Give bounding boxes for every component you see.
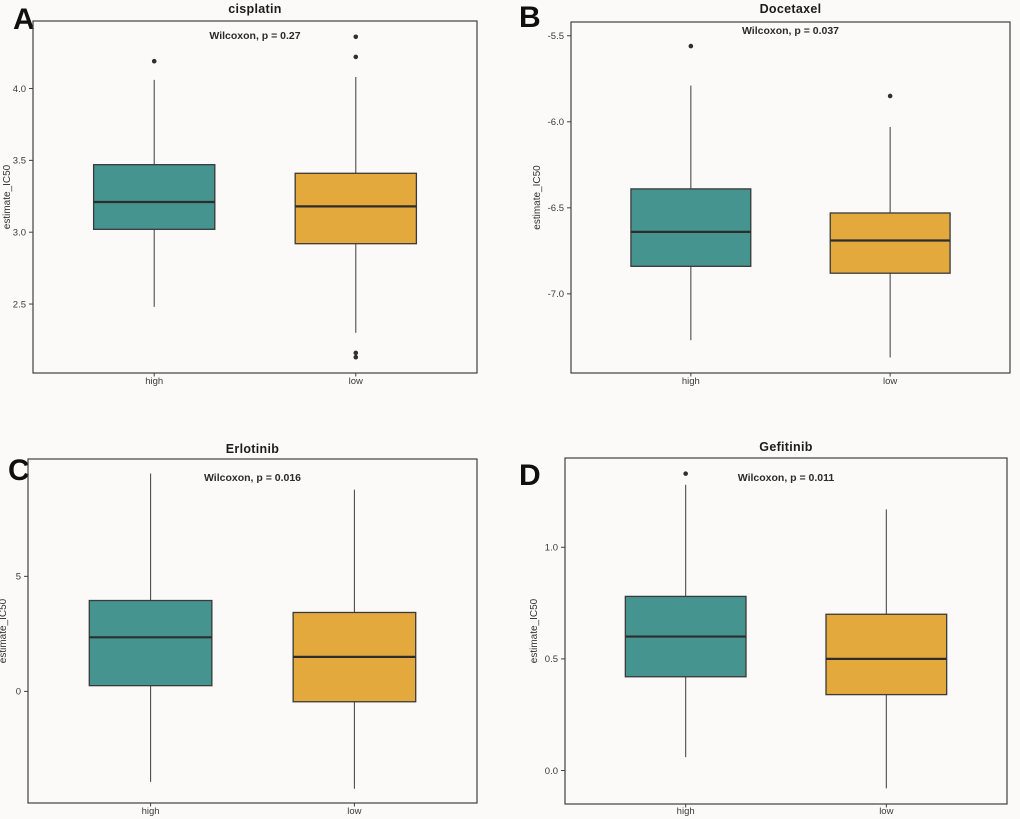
low-outlier-dot — [887, 93, 893, 99]
y-tick-label: 0.0 — [545, 766, 558, 777]
wilcoxon-annotation-d: Wilcoxon, p = 0.011 — [737, 472, 835, 484]
panel-title-erlotinib: Erlotinib — [225, 442, 280, 456]
panel-title-docetaxel: Docetaxel — [759, 2, 822, 16]
wilcoxon-annotation-c: Wilcoxon, p = 0.016 — [203, 472, 302, 484]
panel-letter-b: B — [519, 1, 541, 34]
low-outlier-dot — [353, 350, 359, 356]
plot-border — [564, 457, 1008, 805]
panel-title-cisplatin: cisplatin — [228, 2, 282, 16]
panel-letter-d: D — [519, 459, 541, 492]
high-outlier-dot — [688, 43, 694, 49]
x-tick-label-low: low — [349, 376, 363, 387]
x-tick-label-high: high — [677, 806, 695, 817]
y-axis-label: estimate_IC50 — [532, 165, 543, 230]
low-box — [294, 172, 418, 245]
y-tick-label: -5.5 — [548, 31, 564, 42]
panel-letter-a: A — [13, 3, 35, 36]
panel-docetaxel: B Docetaxel Wilcoxon, p = 0.037 -7.0 -6.5… — [510, 0, 1020, 410]
y-tick-label: 3.5 — [13, 156, 26, 167]
wilcoxon-annotation-b: Wilcoxon, p = 0.037 — [741, 25, 840, 37]
x-tick-label-low: low — [883, 376, 897, 387]
x-tick-label-low: low — [879, 806, 893, 817]
high-outlier-dot — [683, 471, 688, 476]
plot-border — [570, 21, 1011, 374]
x-tick-label-high: high — [142, 806, 160, 817]
y-tick-label: -6.0 — [548, 117, 564, 128]
panel-erlotinib: C Erlotinib Wilcoxon, p = 0.016 0 5 estima… — [0, 410, 510, 819]
low-outlier-dot — [353, 54, 359, 60]
low-outlier-dot — [353, 354, 359, 360]
x-tick-label-high: high — [682, 376, 700, 387]
x-tick-label-high: high — [145, 376, 163, 387]
wilcoxon-annotation-a: Wilcoxon, p = 0.27 — [209, 30, 301, 42]
plot-border — [32, 20, 478, 374]
low-box — [829, 212, 951, 274]
x-tick-label-low: low — [347, 806, 361, 817]
panel-title-gefitinib: Gefitinib — [759, 440, 813, 454]
y-tick-label: 1.0 — [545, 543, 558, 554]
panel-cisplatin: A cisplatin Wilcoxon, p = 0.27 2.5 3.0 3.5… — [0, 0, 510, 410]
y-tick-label: 0.5 — [545, 654, 558, 665]
plot-border — [27, 458, 478, 804]
high-box — [630, 188, 752, 267]
y-axis-label: estimate_IC50 — [529, 598, 540, 663]
y-axis-label: estimate_IC50 — [0, 598, 9, 663]
low-box — [825, 613, 948, 696]
y-tick-label: -6.5 — [548, 203, 564, 214]
y-tick-label: 3.0 — [13, 228, 26, 239]
panel-letter-c: C — [8, 454, 30, 487]
high-box — [88, 599, 213, 687]
high-outlier-dot — [151, 58, 157, 64]
y-axis-label: estimate_IC50 — [2, 164, 13, 229]
high-box — [92, 164, 216, 230]
low-outlier-dot — [353, 34, 359, 40]
y-tick-label: 0 — [16, 687, 21, 698]
y-tick-label: 4.0 — [13, 84, 26, 95]
y-tick-label: -7.0 — [548, 289, 564, 300]
panel-gefitinib: D Gefitinib Wilcoxon, p = 0.011 0.0 0.5 1.… — [510, 410, 1020, 819]
y-tick-label: 5 — [16, 572, 21, 583]
y-tick-label: 2.5 — [13, 299, 26, 310]
